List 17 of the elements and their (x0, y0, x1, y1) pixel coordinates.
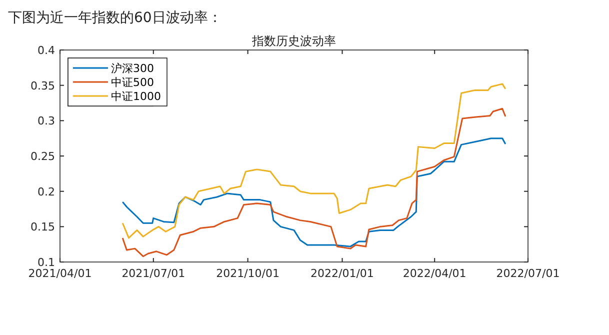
y-tick-label: 0.2 (38, 185, 55, 198)
y-tick-label: 0.35 (30, 79, 55, 92)
chart-title: 指数历史波动率 (251, 34, 336, 48)
y-tick-label: 0.15 (30, 220, 55, 234)
line-series (122, 138, 506, 248)
x-tick-label: 2022/01/01 (310, 267, 374, 280)
y-tick-label: 0.4 (38, 44, 55, 57)
y-tick-label: 0.3 (38, 114, 55, 128)
line-series (122, 108, 506, 258)
text: 下图为近一年指数的60日波动率： (8, 10, 222, 26)
x-tick-label: 2021/04/01 (28, 267, 92, 280)
y-tick-label: 0.1 (38, 256, 55, 269)
x-tick-label: 2022/07/01 (496, 267, 560, 280)
x-tick-label: 2021/07/01 (122, 267, 186, 280)
x-tick-label: 2022/04/01 (402, 267, 466, 280)
y-tick-label: 0.25 (30, 150, 55, 163)
x-tick-label: 2021/10/01 (216, 267, 280, 280)
